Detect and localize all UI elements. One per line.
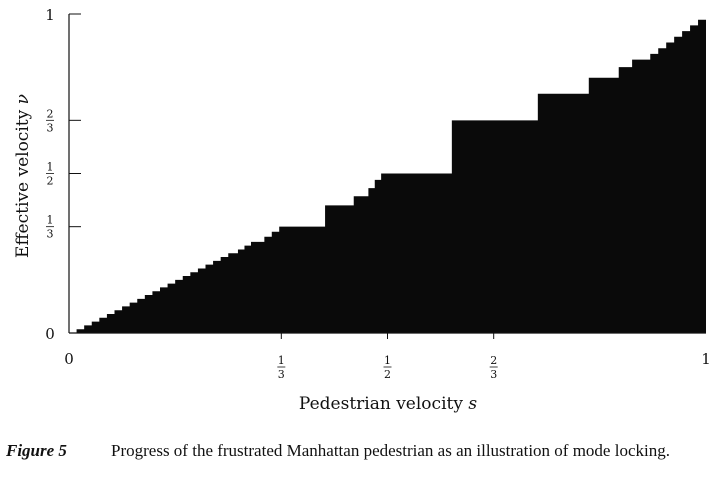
x-tick-label: 1 bbox=[701, 350, 711, 368]
x-tick-label-numerator: 1 bbox=[278, 354, 285, 367]
axes bbox=[68, 13, 706, 339]
figure-caption: Figure 5 Progress of the frustrated Manha… bbox=[6, 440, 718, 461]
figure-label: Figure 5 bbox=[6, 441, 67, 460]
x-tick-label: 12 bbox=[383, 354, 392, 381]
y-tick-label-denominator: 3 bbox=[47, 228, 54, 241]
x-tick-label: 0 bbox=[64, 350, 74, 368]
y-tick-label: 23 bbox=[46, 107, 54, 134]
x-tick-label-denominator: 3 bbox=[278, 368, 285, 381]
x-tick-label-text: 1 bbox=[701, 350, 711, 368]
plot-area bbox=[69, 14, 706, 333]
y-tick-label: 12 bbox=[46, 161, 54, 188]
y-tick-label: 1 bbox=[45, 6, 55, 24]
caption-text: Progress of the frustrated Manhattan ped… bbox=[111, 441, 670, 460]
y-tick-label-numerator: 1 bbox=[47, 214, 54, 227]
x-axis-label: Pedestrian velocity s bbox=[299, 394, 477, 414]
y-axis-label: Effective velocity ν bbox=[13, 94, 33, 258]
x-tick-label-denominator: 3 bbox=[490, 368, 497, 381]
x-tick-label-numerator: 1 bbox=[384, 354, 391, 367]
x-tick-label-text: 0 bbox=[64, 350, 74, 368]
x-tick-label: 13 bbox=[277, 354, 286, 381]
y-tick-label-denominator: 2 bbox=[47, 175, 54, 188]
x-tick-label-numerator: 2 bbox=[490, 354, 497, 367]
y-tick-label: 0 bbox=[45, 325, 55, 343]
y-tick-label: 13 bbox=[46, 214, 54, 241]
staircase-area bbox=[69, 14, 706, 333]
y-tick-label-text: 1 bbox=[45, 6, 55, 24]
x-tick-label: 23 bbox=[489, 354, 498, 381]
y-tick-label-denominator: 3 bbox=[47, 121, 54, 134]
x-tick-label-denominator: 2 bbox=[384, 368, 391, 381]
y-tick-label-numerator: 1 bbox=[47, 161, 54, 174]
y-tick-label-numerator: 2 bbox=[47, 107, 54, 120]
y-tick-label-text: 0 bbox=[45, 325, 55, 343]
